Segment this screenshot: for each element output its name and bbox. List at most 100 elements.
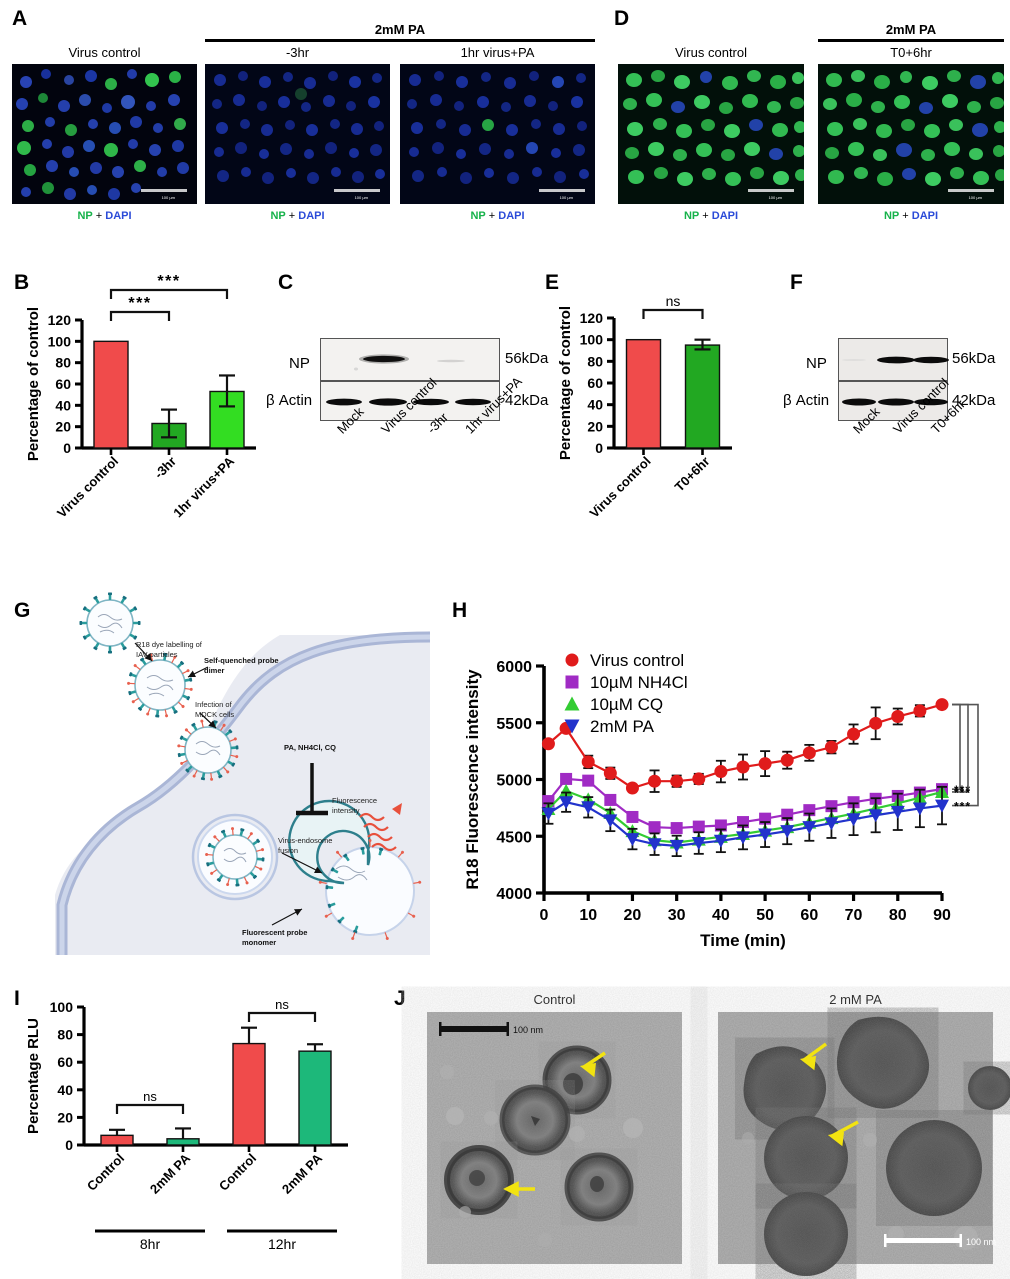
data-point[interactable] <box>565 675 579 689</box>
data-point[interactable] <box>581 801 596 815</box>
panelA-caption-np-2: NP <box>470 210 486 222</box>
data-point[interactable] <box>603 814 618 828</box>
data-point[interactable] <box>714 819 727 832</box>
data-point[interactable] <box>935 698 949 712</box>
data-point[interactable] <box>625 833 640 847</box>
data-point[interactable] <box>541 737 555 751</box>
panelB-chart[interactable]: 0 20 40 60 80 100 120 Percentage of control Viru… <box>20 268 270 558</box>
panelG-diagram-render: R18 dye labelling of IAV particles Self-… <box>55 592 431 955</box>
x-tick-label: 0 <box>540 907 549 924</box>
panelH-svg: 4000 4500 5000 5500 6000 0 10 20 30 40 50 60 70 80 90 T… <box>463 651 979 950</box>
bar[interactable] <box>232 1042 266 1146</box>
panelA-micrograph-1[interactable]: 100 µm <box>205 64 390 204</box>
panelE-chart[interactable]: 0 20 40 60 80 100 120 Percentage of control Viru… <box>552 268 772 558</box>
data-point[interactable] <box>890 805 905 819</box>
bar[interactable] <box>684 344 721 449</box>
x-tick-label: 10 <box>579 907 597 924</box>
data-point[interactable] <box>802 821 817 835</box>
panelD-micrograph-0[interactable]: 100 µm <box>618 64 804 204</box>
x-tick-label: 70 <box>845 907 863 924</box>
y-tick-label: 60 <box>57 1054 73 1070</box>
data-point[interactable] <box>559 796 574 810</box>
data-point[interactable] <box>626 810 639 823</box>
x-tick-label: 30 <box>668 907 686 924</box>
y-tick-label: 100 <box>580 332 604 348</box>
panel-label-I: I <box>14 987 20 1010</box>
data-point[interactable] <box>647 838 662 852</box>
data-point[interactable] <box>691 837 706 851</box>
data-point[interactable] <box>541 807 556 821</box>
y-tick-label: 20 <box>57 1109 73 1125</box>
data-point[interactable] <box>869 716 883 730</box>
data-point[interactable] <box>912 802 927 816</box>
data-point[interactable] <box>736 831 750 845</box>
data-point[interactable] <box>670 822 683 835</box>
data-point[interactable] <box>565 653 579 667</box>
panelA-micrograph-0[interactable]: 100 µm <box>12 64 197 204</box>
data-point[interactable] <box>758 828 773 842</box>
panelJ-micrograph-0[interactable]: 100 nm <box>427 1012 682 1264</box>
panelC-row-label-1: β Actin <box>266 392 313 409</box>
legend-item-2[interactable]: 10µM CQ <box>564 695 664 714</box>
data-point[interactable] <box>847 796 860 809</box>
panelC-kda-1: 42kDa <box>505 392 549 409</box>
y-tick-label: 20 <box>587 418 603 434</box>
legend-item-1[interactable]: 10µM NH4Cl <box>565 673 688 692</box>
data-point[interactable] <box>891 710 905 724</box>
data-point[interactable] <box>846 813 861 827</box>
data-point[interactable] <box>669 839 684 853</box>
bar[interactable] <box>166 1138 200 1146</box>
panelA-caption-dapi-1: DAPI <box>298 210 325 222</box>
panelA-micrograph-2[interactable]: 100 µm <box>400 64 595 204</box>
legend-item-0[interactable]: Virus control <box>565 651 685 670</box>
significance-label: ns <box>666 293 681 309</box>
panelC-kda-0: 56kDa <box>505 350 549 367</box>
data-point[interactable] <box>560 772 573 785</box>
x-tick-label: 40 <box>712 907 730 924</box>
bar[interactable] <box>298 1050 332 1146</box>
data-point[interactable] <box>713 834 728 848</box>
data-point[interactable] <box>564 696 580 711</box>
panelD-scalebar-0 <box>748 189 794 192</box>
data-point[interactable] <box>582 774 595 787</box>
bar[interactable] <box>100 1134 134 1146</box>
significance-bracket <box>952 703 961 790</box>
data-point[interactable] <box>648 821 661 834</box>
bar[interactable] <box>93 340 129 449</box>
data-point[interactable] <box>824 817 839 831</box>
data-point[interactable] <box>692 772 706 786</box>
panel-label-F: F <box>790 271 803 294</box>
data-point[interactable] <box>603 766 617 780</box>
panelC-blot-NP-render <box>321 339 499 380</box>
legend-item-3[interactable]: 2mM PA <box>564 717 655 736</box>
panelI-chart[interactable]: 0 20 40 60 80 100 Percentage RLU Control 2mM PA C… <box>18 985 378 1275</box>
data-point[interactable] <box>736 760 750 774</box>
data-point[interactable] <box>780 753 794 767</box>
data-point[interactable] <box>564 719 580 734</box>
panelG-diagram[interactable]: R18 dye labelling of IAV particles Self-… <box>30 592 431 955</box>
panelH-chart[interactable]: 4000 4500 5000 5500 6000 0 10 20 30 40 50 60 70 80 90 T… <box>452 608 1010 963</box>
data-point[interactable] <box>824 740 838 754</box>
y-tick-label: 40 <box>57 1082 73 1098</box>
data-point[interactable] <box>913 704 927 718</box>
legend-label: 10µM CQ <box>590 695 663 714</box>
panelJ-micrograph-1[interactable]: 100 nm <box>718 1012 1010 1276</box>
data-point[interactable] <box>935 799 949 813</box>
data-point[interactable] <box>802 746 816 760</box>
panelF-kda-1: 42kDa <box>952 392 996 409</box>
data-point[interactable] <box>670 774 684 788</box>
data-point[interactable] <box>847 727 861 741</box>
data-point[interactable] <box>692 820 705 833</box>
group-label: 12hr <box>268 1236 296 1252</box>
data-point[interactable] <box>714 765 728 779</box>
data-point[interactable] <box>581 755 595 769</box>
panelD-micrograph-1[interactable]: 100 µm <box>818 64 1004 204</box>
data-point[interactable] <box>648 774 662 788</box>
data-point[interactable] <box>868 809 883 823</box>
data-point[interactable] <box>559 783 574 797</box>
data-point[interactable] <box>604 793 617 806</box>
data-point[interactable] <box>780 825 795 839</box>
bar[interactable] <box>625 338 662 449</box>
data-point[interactable] <box>758 757 772 771</box>
data-point[interactable] <box>625 781 639 795</box>
